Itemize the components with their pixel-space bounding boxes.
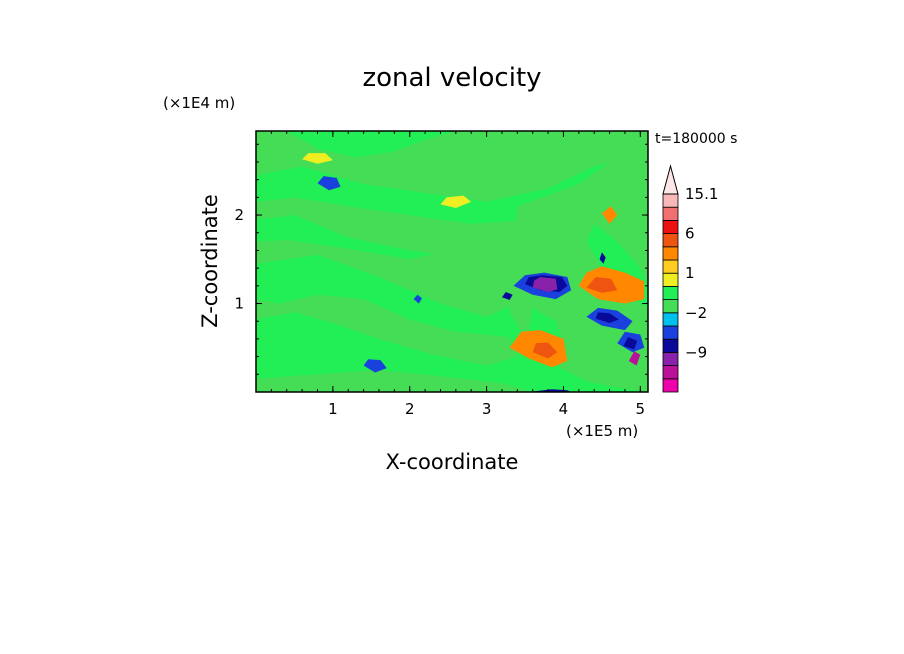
x-tick-label: 1 [328, 400, 338, 418]
y-axis-label: Z-coordinate [198, 194, 222, 328]
colorbar-segment [662, 272, 679, 287]
x-tick-label: 3 [482, 400, 492, 418]
colorbar-segment [662, 378, 679, 393]
x-tick-label: 5 [636, 400, 646, 418]
contour-region-8 [302, 153, 333, 164]
x-axis-unit: (×1E5 m) [566, 422, 638, 440]
plot-area [256, 131, 648, 392]
contour-region-20 [532, 277, 558, 292]
colorbar-tick-label: −2 [685, 304, 707, 322]
colorbar-segment [662, 246, 679, 261]
x-axis-label: X-coordinate [386, 450, 519, 474]
colorbar: 15.1 6 1 −2 −9 [662, 164, 718, 393]
colorbar-segment [662, 233, 679, 248]
contour-region-24 [623, 337, 638, 350]
colorbar-segment [662, 193, 679, 208]
time-label: t=180000 s [655, 131, 737, 147]
contour-region-5 [256, 369, 533, 392]
plot-frame [255, 130, 649, 393]
contour-region-28 [413, 294, 422, 304]
contour-region-16 [532, 342, 558, 359]
y-tick-label: 2 [234, 206, 244, 224]
colorbar-segment [662, 325, 679, 340]
chart-title: zonal velocity [362, 63, 541, 93]
contour-region-14 [586, 277, 618, 293]
colorbar-extend-arrow [662, 164, 679, 195]
colorbar-tick-label: 1 [685, 264, 695, 282]
colorbar-segment [662, 312, 679, 327]
y-axis: 12 [234, 143, 648, 375]
x-axis: 1 2 3 4 5 [270, 131, 646, 418]
colorbar-segment [662, 285, 679, 300]
contour-region-9 [440, 195, 472, 208]
contour-region-17 [601, 206, 618, 224]
colorbar-segment [662, 365, 679, 380]
colorbar-tick-label: 6 [685, 225, 695, 243]
contour-region-4 [256, 294, 518, 366]
colorbar-segment [662, 219, 679, 234]
contour-region-22 [595, 312, 619, 323]
x-tick-label: 4 [559, 400, 569, 418]
contour-region-27 [599, 252, 606, 264]
y-tick-label: 1 [234, 295, 244, 313]
y-axis-unit: (×1E4 m) [163, 94, 235, 112]
contour-region-25 [628, 351, 641, 366]
colorbar-tick-label: 15.1 [685, 185, 718, 203]
colorbar-segment [662, 299, 679, 314]
colorbar-segment [662, 259, 679, 274]
contour-region-6 [317, 176, 341, 191]
colorbar-segment [662, 338, 679, 353]
contour-region-7 [363, 359, 387, 373]
contour-region-29 [502, 292, 513, 300]
colorbar-segment [662, 351, 679, 366]
colorbar-tick-label: −9 [685, 343, 707, 361]
x-tick-label: 2 [405, 400, 415, 418]
colorbar-segment [662, 206, 679, 221]
contour-region-1 [286, 131, 456, 158]
